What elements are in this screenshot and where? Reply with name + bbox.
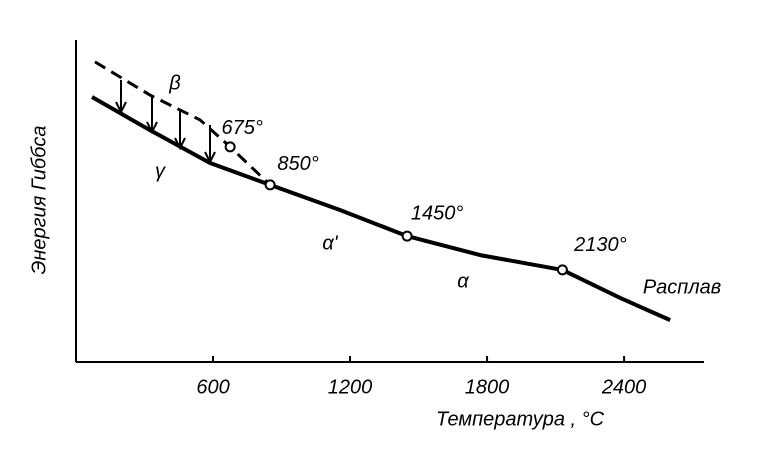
point-label: 1450° (411, 202, 464, 224)
point-label: 2130° (573, 234, 627, 256)
transition-point (224, 141, 236, 153)
point-label: 675° (221, 117, 262, 139)
x-tick-label: 2400 (601, 376, 647, 398)
phase-label: β (168, 72, 180, 94)
phase-label: α' (322, 232, 338, 254)
y-axis-label: Энергия Гиббса (28, 125, 50, 274)
x-tick-label: 1800 (465, 376, 510, 398)
solid-curve (90, 95, 672, 322)
transition-point (264, 179, 276, 191)
x-tick-label: 600 (196, 376, 229, 398)
transition-point (556, 264, 568, 276)
point-label: 850° (277, 153, 318, 175)
phase-label: Расплав (643, 276, 721, 298)
phase-label: α (457, 270, 469, 292)
phase-label: γ (155, 160, 166, 182)
x-axis-label: Температура , °С (436, 408, 605, 430)
dashed-curve (94, 60, 272, 186)
x-tick-label: 1200 (328, 376, 373, 398)
transition-point (401, 230, 413, 242)
